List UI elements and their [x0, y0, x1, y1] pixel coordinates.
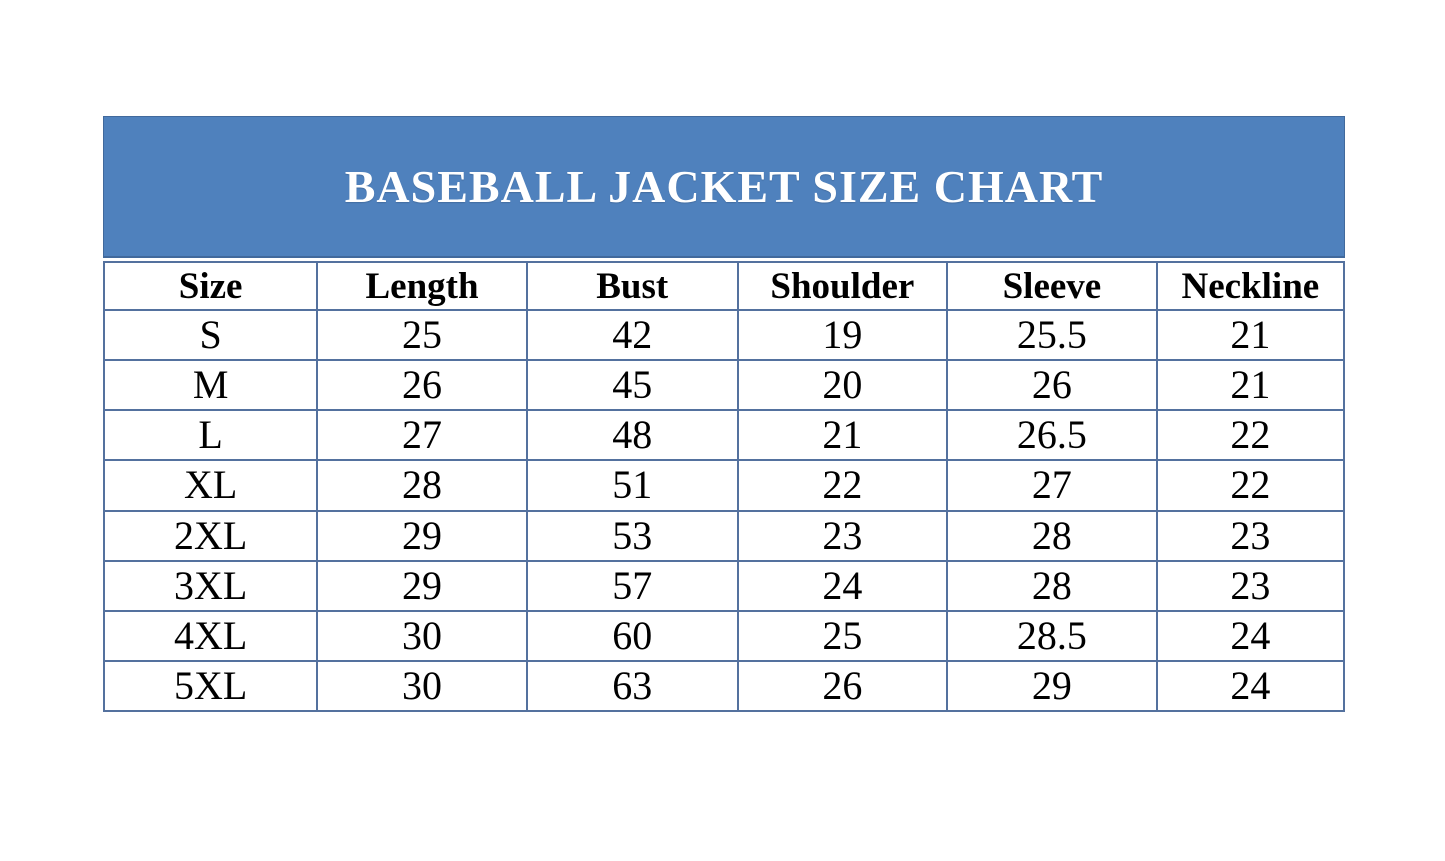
column-header-neckline: Neckline: [1155, 261, 1346, 311]
column-header-size: Size: [102, 261, 319, 311]
cell-bust: 57: [525, 559, 739, 612]
table-row-s: S 25 42 19 25.5 21: [102, 308, 1346, 362]
cell-size: 3XL: [102, 559, 319, 612]
cell-sleeve: 27: [946, 459, 1158, 512]
cell-size: M: [102, 359, 319, 412]
table-row-xl: XL 28 51 22 27 22: [102, 459, 1346, 512]
cell-bust: 45: [525, 359, 739, 412]
cell-size: 4XL: [102, 609, 319, 662]
cell-bust: 51: [525, 459, 739, 512]
column-header-bust: Bust: [525, 261, 739, 311]
cell-shoulder: 21: [736, 409, 949, 462]
cell-neckline: 21: [1155, 308, 1346, 362]
cell-size: XL: [102, 459, 319, 512]
chart-title: BASEBALL JACKET SIZE CHART: [344, 161, 1104, 212]
cell-shoulder: 20: [736, 359, 949, 412]
cell-shoulder: 24: [736, 559, 949, 612]
cell-shoulder: 19: [736, 308, 949, 362]
cell-length: 27: [316, 409, 528, 462]
cell-sleeve: 26.5: [946, 409, 1158, 462]
cell-bust: 60: [525, 609, 739, 662]
cell-length: 30: [316, 659, 528, 713]
cell-sleeve: 25.5: [946, 308, 1158, 362]
column-header-sleeve: Sleeve: [946, 261, 1158, 311]
cell-bust: 63: [525, 659, 739, 713]
cell-size: S: [102, 308, 319, 362]
cell-bust: 42: [525, 308, 739, 362]
cell-shoulder: 26: [736, 659, 949, 713]
table-row-4xl: 4XL 30 60 25 28.5 24: [102, 609, 1346, 662]
table-row-3xl: 3XL 29 57 24 28 23: [102, 559, 1346, 612]
table-row-5xl: 5XL 30 63 26 29 24: [102, 659, 1346, 713]
column-header-shoulder: Shoulder: [736, 261, 949, 311]
cell-shoulder: 22: [736, 459, 949, 512]
table-row-m: M 26 45 20 26 21: [102, 359, 1346, 412]
cell-size: 2XL: [102, 509, 319, 562]
cell-sleeve: 28: [946, 509, 1158, 562]
cell-bust: 53: [525, 509, 739, 562]
cell-length: 29: [316, 559, 528, 612]
cell-shoulder: 25: [736, 609, 949, 662]
cell-sleeve: 29: [946, 659, 1158, 713]
cell-sleeve: 28: [946, 559, 1158, 612]
cell-neckline: 22: [1155, 459, 1346, 512]
cell-size: L: [102, 409, 319, 462]
cell-sleeve: 28.5: [946, 609, 1158, 662]
table-row-l: L 27 48 21 26.5 22: [102, 409, 1346, 462]
cell-neckline: 23: [1155, 559, 1346, 612]
cell-neckline: 24: [1155, 659, 1346, 713]
chart-title-banner: BASEBALL JACKET SIZE CHART: [103, 116, 1345, 258]
cell-size: 5XL: [102, 659, 319, 713]
header-row: Size Length Bust Shoulder Sleeve Necklin…: [102, 261, 1346, 311]
cell-sleeve: 26: [946, 359, 1158, 412]
cell-neckline: 22: [1155, 409, 1346, 462]
cell-length: 28: [316, 459, 528, 512]
size-chart: BASEBALL JACKET SIZE CHART Size Length B…: [102, 116, 1346, 713]
cell-length: 25: [316, 308, 528, 362]
cell-length: 29: [316, 509, 528, 562]
cell-neckline: 21: [1155, 359, 1346, 412]
cell-neckline: 24: [1155, 609, 1346, 662]
cell-neckline: 23: [1155, 509, 1346, 562]
cell-length: 30: [316, 609, 528, 662]
column-header-length: Length: [316, 261, 528, 311]
cell-length: 26: [316, 359, 528, 412]
cell-shoulder: 23: [736, 509, 949, 562]
cell-bust: 48: [525, 409, 739, 462]
table-row-2xl: 2XL 29 53 23 28 23: [102, 509, 1346, 562]
size-table: Size Length Bust Shoulder Sleeve Necklin…: [102, 261, 1346, 713]
